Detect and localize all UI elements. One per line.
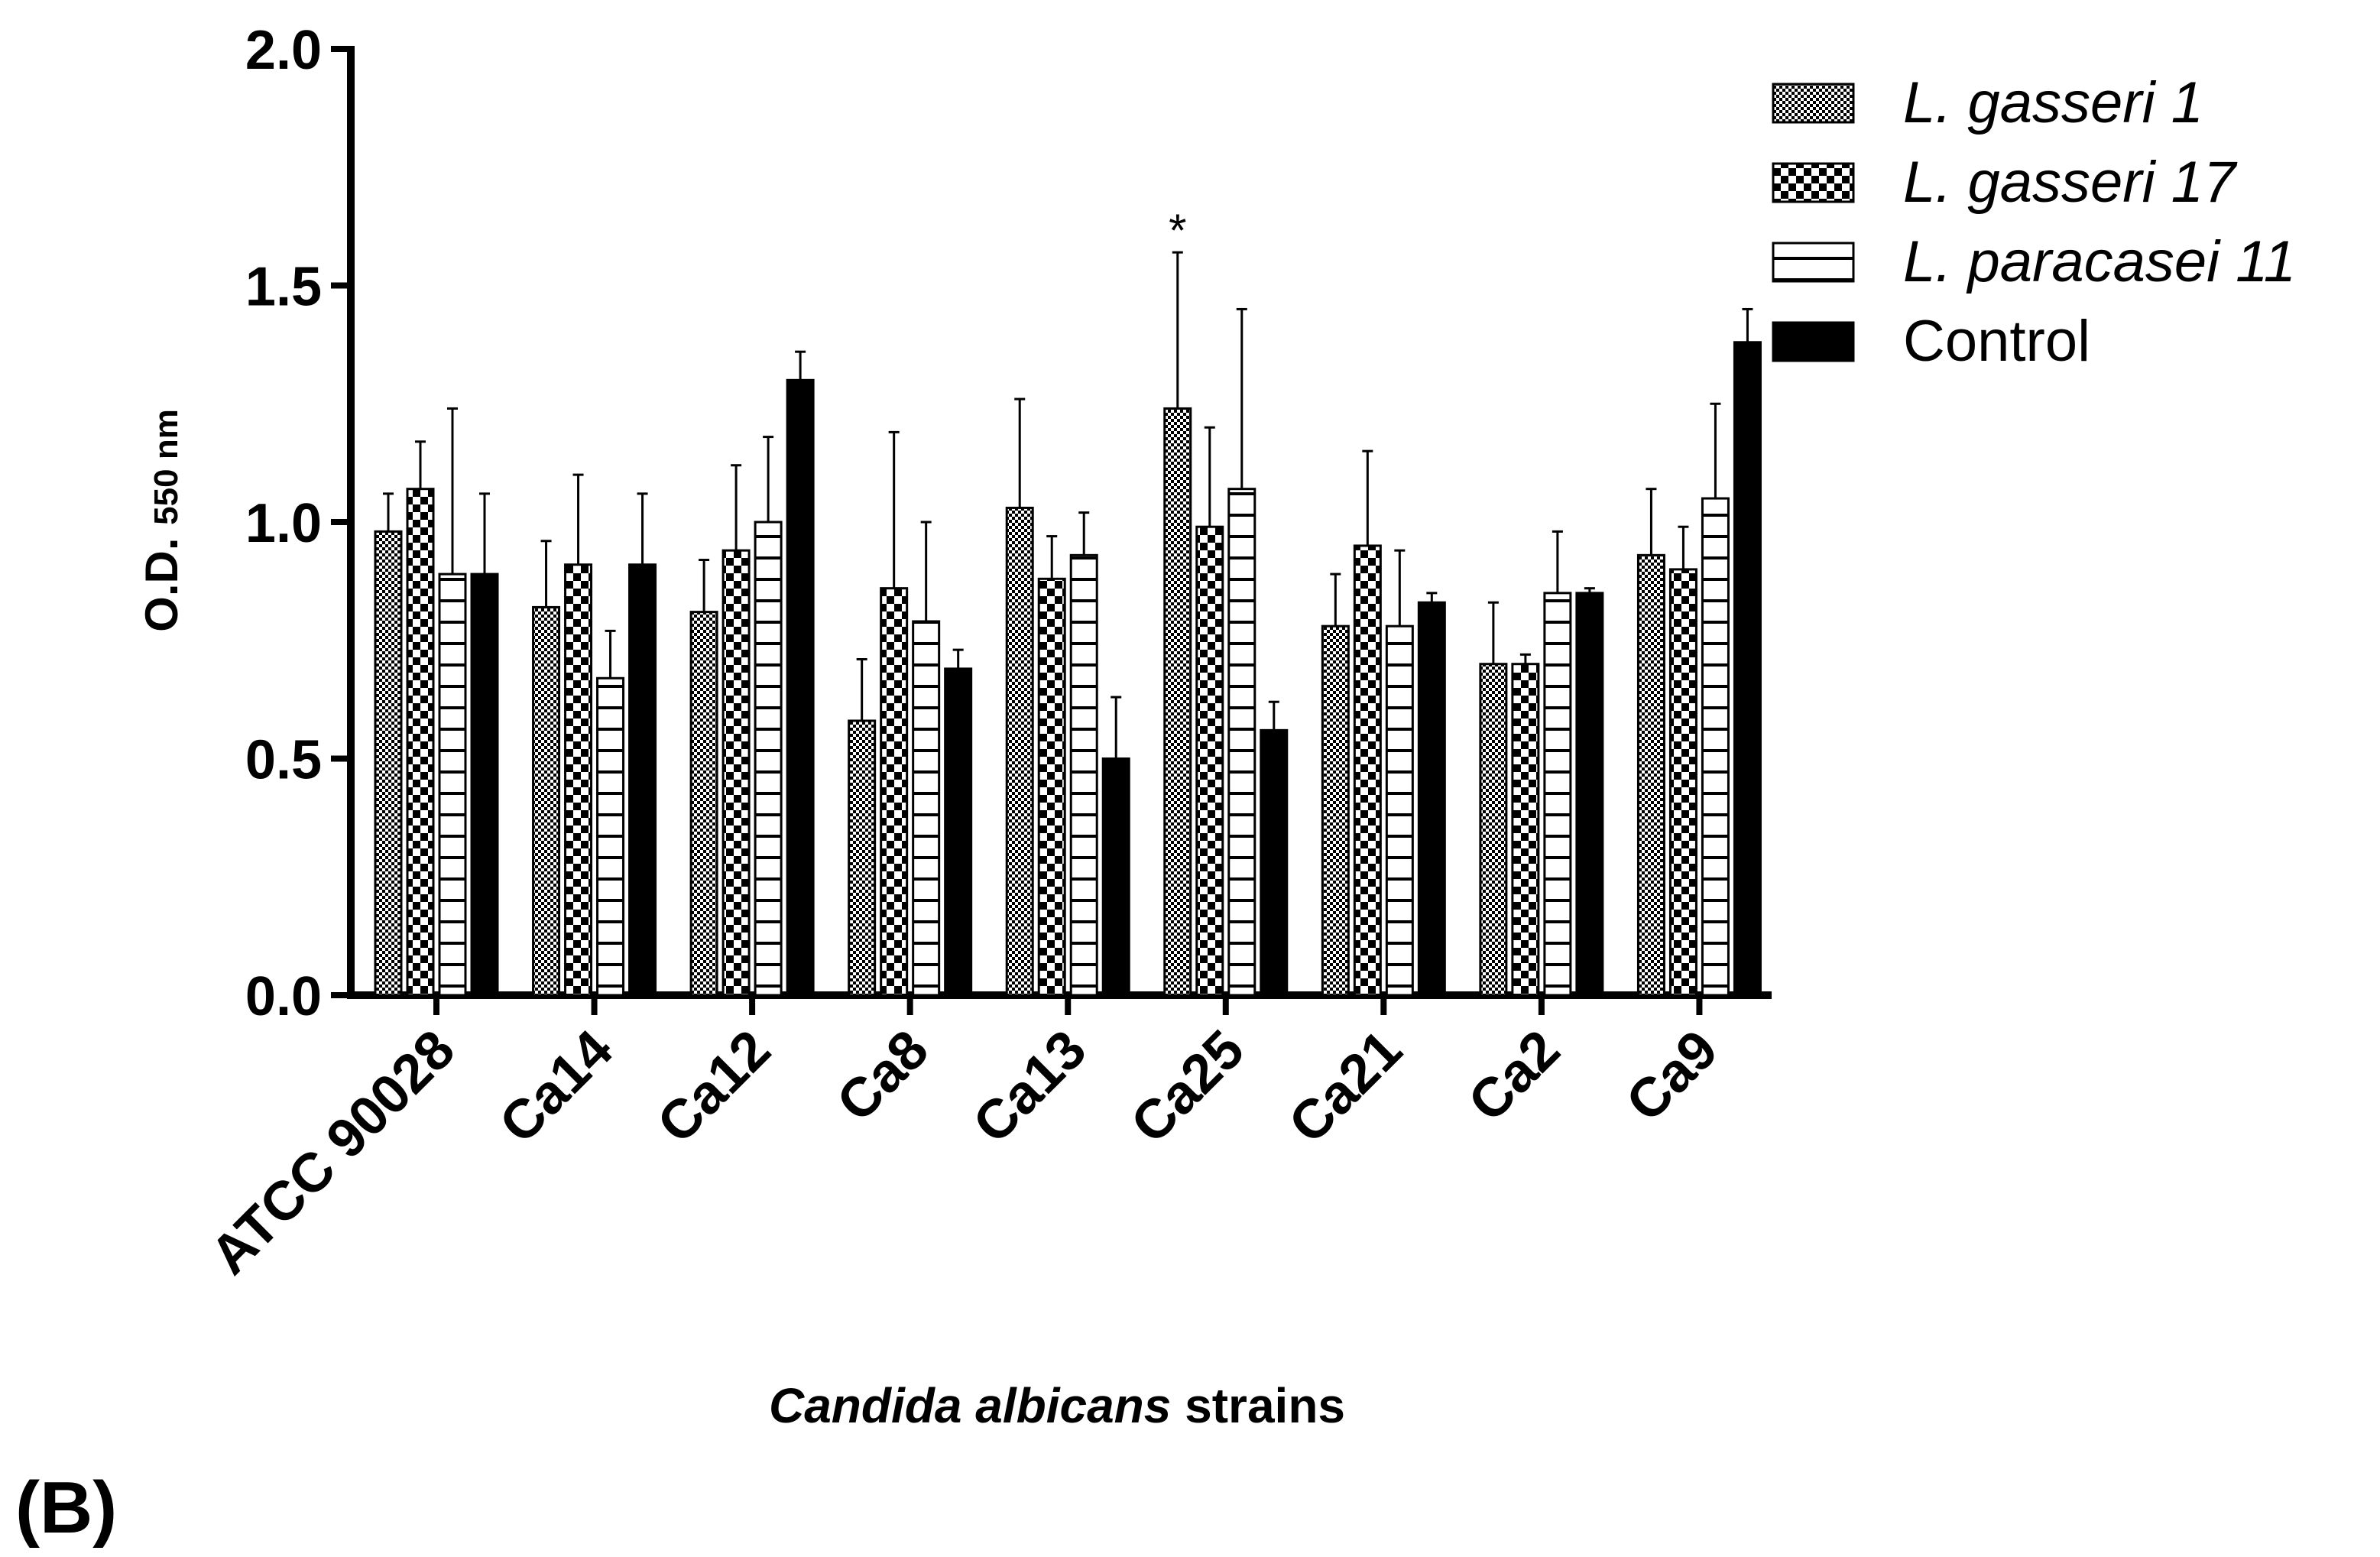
bar-control-ca12 [786,378,815,997]
legend-swatch-l-gasseri-1 [1772,83,1855,124]
panel-label: (B) [15,1467,117,1549]
legend-swatch-control [1772,321,1855,362]
error-bars [383,251,1753,759]
bar-l-paracasei-11-ca14 [596,676,625,997]
x-axis-label: Candida albicans strains [769,1378,1345,1433]
bar-control-atcc-90028 [470,573,499,997]
bar-l-paracasei-11-ca12 [754,521,783,997]
x-axis-label-rest: strains [1171,1378,1345,1433]
y-tick-label-3: 1.5 [245,257,322,318]
bar-control-ca14 [628,563,657,997]
bar-l-gasseri-17-ca9 [1668,568,1697,997]
axes: 0.0 0.5 1.0 1.5 2.0 ATCC 90028 Ca14 Ca12 Ca8 Ca1… [199,20,1772,1286]
bar-l-gasseri-1-ca25 [1163,407,1192,997]
y-tick-label-4: 2.0 [245,20,322,81]
significance-annotation: * [1169,205,1186,256]
x-tick-label-ca13: Ca13 [961,1019,1098,1155]
bar-l-gasseri-17-ca25 [1195,525,1224,997]
legend: L. gasseri 1 L. gasseri 17 L. paracasei 11… [1772,70,2296,374]
bar-l-gasseri-1-ca14 [532,605,561,997]
x-tick-label-ca14: Ca14 [488,1019,624,1155]
bar-l-gasseri-1-ca2 [1479,663,1508,997]
y-axis-label: O.D. 550 nm [136,409,187,632]
annotations: * [1169,205,1186,256]
bar-control-ca13 [1101,757,1130,997]
bar-l-gasseri-1-ca13 [1005,506,1034,997]
bar-l-gasseri-17-ca2 [1511,663,1540,997]
bar-l-gasseri-1-ca21 [1321,624,1350,997]
x-tick-label-ca25: Ca25 [1120,1019,1256,1155]
bar-l-gasseri-17-ca14 [564,563,593,997]
bar-l-gasseri-17-ca21 [1353,544,1382,997]
bar-l-paracasei-11-ca21 [1385,624,1414,997]
y-tick-label-2: 1.0 [245,493,322,554]
bar-l-gasseri-17-ca8 [880,587,909,997]
y-axis-label-sub: 550 nm [148,409,185,525]
y-axis-label-main: O.D. [136,537,187,631]
x-axis-label-italic: Candida albicans [769,1378,1171,1433]
bar-control-ca21 [1417,601,1446,997]
bars [374,341,1762,997]
y-tick-label-1: 0.5 [245,730,322,791]
bar-l-paracasei-11-ca13 [1069,553,1098,997]
x-tick-label-ca8: Ca8 [825,1019,940,1134]
legend-swatch-l-gasseri-17 [1772,162,1855,203]
x-tick-label-ca9: Ca9 [1615,1019,1730,1134]
y-tick-label-0: 0.0 [245,966,322,1027]
legend-label-l-gasseri-1: L. gasseri 1 [1903,70,2203,135]
bar-l-paracasei-11-ca9 [1701,497,1730,997]
bar-l-paracasei-11-ca2 [1543,592,1572,997]
bar-control-ca8 [944,667,973,997]
bar-l-gasseri-1-ca9 [1636,553,1665,997]
bar-l-gasseri-17-ca12 [721,549,751,997]
bar-l-gasseri-1-ca12 [689,611,718,997]
bar-l-paracasei-11-ca25 [1227,488,1256,997]
x-tick-label-ca12: Ca12 [646,1019,782,1155]
x-tick-label-atcc-90028: ATCC 90028 [199,1019,466,1286]
bar-l-gasseri-17-ca13 [1037,577,1066,997]
bar-l-paracasei-11-ca8 [912,620,941,997]
bar-l-gasseri-1-atcc-90028 [374,530,403,997]
legend-swatch-l-paracasei-11 [1772,242,1855,283]
bar-l-gasseri-17-atcc-90028 [406,488,435,997]
legend-label-l-paracasei-11: L. paracasei 11 [1903,229,2296,294]
legend-label-control: Control [1903,309,2090,374]
bar-control-ca9 [1733,341,1762,997]
legend-label-l-gasseri-17: L. gasseri 17 [1903,150,2238,215]
bar-l-gasseri-1-ca8 [848,719,877,997]
bar-l-paracasei-11-atcc-90028 [438,573,467,997]
x-tick-label-ca21: Ca21 [1277,1019,1413,1155]
bar-control-ca2 [1575,592,1604,997]
bar-control-ca25 [1260,728,1289,997]
x-tick-label-ca2: Ca2 [1457,1019,1571,1134]
